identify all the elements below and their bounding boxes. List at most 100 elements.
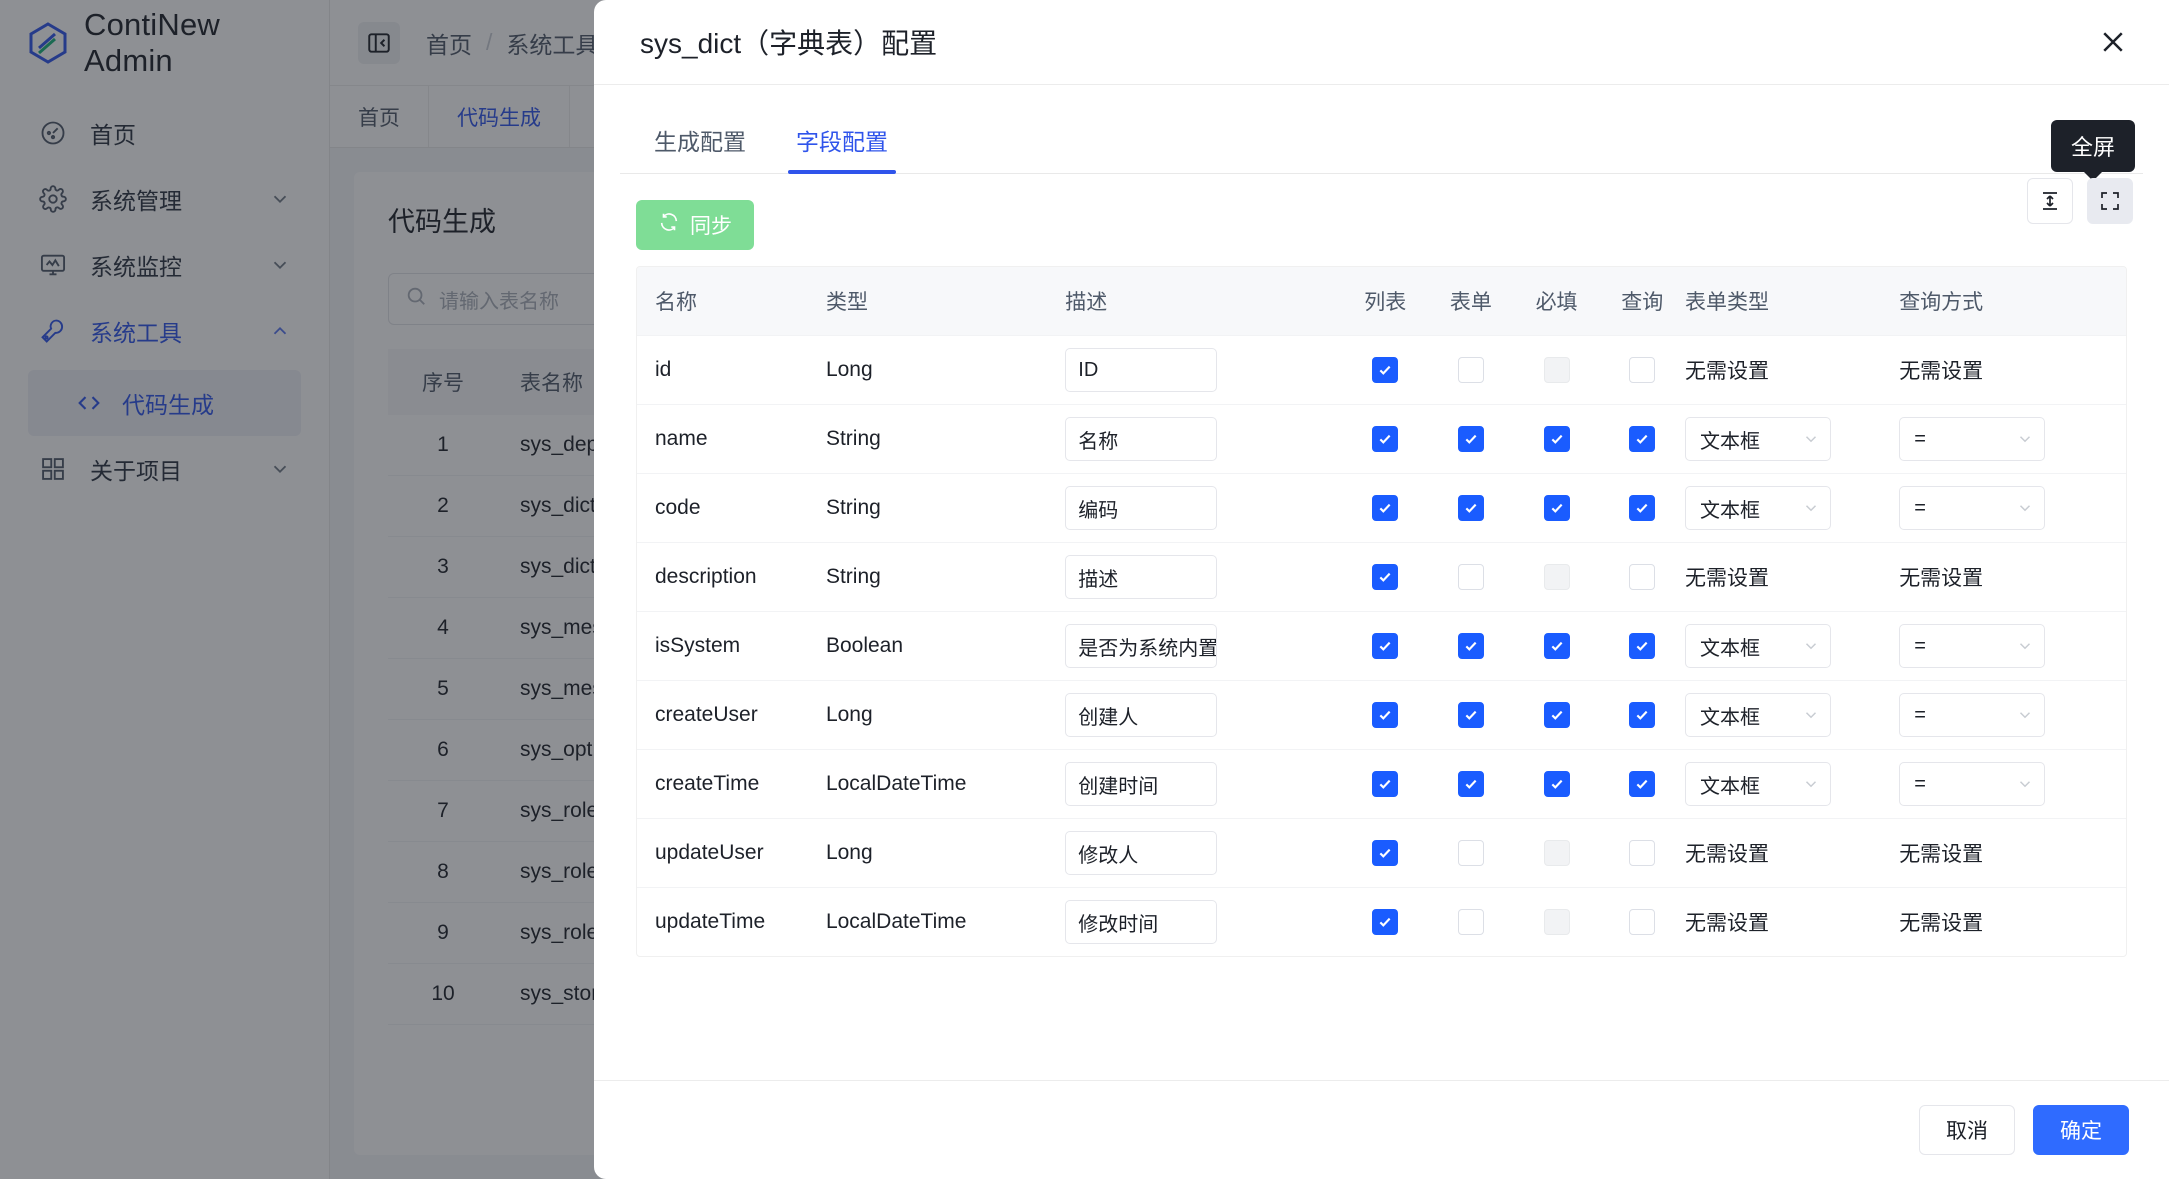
field-row: createTime LocalDateTime 创建时间 文本框 = xyxy=(637,749,2126,819)
query-checkbox[interactable] xyxy=(1629,909,1656,935)
form-checkbox[interactable] xyxy=(1457,564,1484,590)
field-desc-cell: ID xyxy=(1065,335,1343,405)
field-desc-input[interactable]: 创建时间 xyxy=(1065,762,1218,806)
modal-toolbar: 同步 全屏 xyxy=(620,120,2143,252)
col-list: 列表 xyxy=(1342,267,1429,336)
form-type-select[interactable]: 文本框 xyxy=(1685,624,1832,668)
list-checkbox[interactable] xyxy=(1372,771,1399,797)
query-checkbox[interactable] xyxy=(1629,633,1656,659)
query-method-cell: 无需设置 xyxy=(1899,335,2126,405)
field-desc-input[interactable]: ID xyxy=(1065,348,1218,392)
query-checkbox[interactable] xyxy=(1629,771,1656,797)
query-method-select[interactable]: = xyxy=(1899,417,2046,461)
list-checkbox[interactable] xyxy=(1372,840,1399,866)
query-method-select[interactable]: = xyxy=(1899,693,2046,737)
list-checkbox[interactable] xyxy=(1372,909,1399,935)
required-checkbox[interactable] xyxy=(1543,771,1570,797)
form-checkbox[interactable] xyxy=(1457,357,1484,383)
required-checkbox xyxy=(1543,564,1570,590)
chevron-down-icon xyxy=(1802,706,1820,724)
required-checkbox[interactable] xyxy=(1543,633,1570,659)
col-form: 表单 xyxy=(1428,267,1514,336)
field-name-cell: updateTime xyxy=(637,887,826,956)
chevron-down-icon xyxy=(2016,706,2034,724)
required-checkbox[interactable] xyxy=(1543,495,1570,521)
toolbar-icon-group xyxy=(2027,178,2133,224)
query-checkbox[interactable] xyxy=(1629,357,1656,383)
form-type-cell: 文本框 xyxy=(1685,680,1900,750)
list-checkbox[interactable] xyxy=(1372,495,1399,521)
no-setting-text: 无需设置 xyxy=(1685,567,1770,590)
field-desc-input[interactable]: 是否为系统内置数据 xyxy=(1065,624,1218,668)
query-checkbox[interactable] xyxy=(1629,840,1656,866)
field-row: id Long ID 无需设置 无需设置 xyxy=(637,335,2126,405)
form-checkbox[interactable] xyxy=(1457,495,1484,521)
query-checkbox[interactable] xyxy=(1629,702,1656,728)
query-method-cell: = xyxy=(1899,749,2126,819)
form-checkbox[interactable] xyxy=(1457,426,1484,452)
chevron-down-icon xyxy=(1802,499,1820,517)
form-type-select[interactable]: 文本框 xyxy=(1685,762,1832,806)
query-checkbox[interactable] xyxy=(1629,564,1656,590)
field-desc-cell: 是否为系统内置数据 xyxy=(1065,611,1343,681)
form-type-value: 文本框 xyxy=(1700,430,1761,453)
cancel-button[interactable]: 取消 xyxy=(1919,1105,2015,1155)
field-row: code String 编码 文本框 = xyxy=(637,473,2126,543)
required-checkbox[interactable] xyxy=(1543,702,1570,728)
query-method-value: = xyxy=(1914,634,1926,657)
tab-generate-config[interactable]: 生成配置 xyxy=(654,129,746,155)
list-checkbox[interactable] xyxy=(1372,357,1399,383)
field-desc-cell: 创建人 xyxy=(1065,680,1343,750)
field-desc-input[interactable]: 描述 xyxy=(1065,555,1218,599)
field-desc-input[interactable]: 修改人 xyxy=(1065,831,1218,875)
no-setting-text: 无需设置 xyxy=(1899,567,1984,590)
list-checkbox[interactable] xyxy=(1372,426,1399,452)
field-desc-cell: 编码 xyxy=(1065,473,1343,543)
query-checkbox[interactable] xyxy=(1629,426,1656,452)
tab-field-config[interactable]: 字段配置 xyxy=(778,111,906,174)
chevron-down-icon xyxy=(2016,637,2034,655)
form-checkbox[interactable] xyxy=(1457,633,1484,659)
list-checkbox[interactable] xyxy=(1372,633,1399,659)
field-row: createUser Long 创建人 文本框 = xyxy=(637,680,2126,750)
form-type-select[interactable]: 文本框 xyxy=(1685,486,1832,530)
form-type-select[interactable]: 文本框 xyxy=(1685,693,1832,737)
field-name-cell: isSystem xyxy=(637,611,826,681)
field-desc-input[interactable]: 修改时间 xyxy=(1065,900,1218,944)
confirm-button[interactable]: 确定 xyxy=(2033,1105,2129,1155)
query-checkbox[interactable] xyxy=(1629,495,1656,521)
col-field-type: 类型 xyxy=(825,267,1066,336)
sync-button[interactable]: 同步 xyxy=(636,200,754,250)
form-type-value: 文本框 xyxy=(1700,637,1761,660)
form-checkbox[interactable] xyxy=(1457,909,1484,935)
required-checkbox[interactable] xyxy=(1543,426,1570,452)
field-name-cell: updateUser xyxy=(637,818,826,888)
form-checkbox[interactable] xyxy=(1457,771,1484,797)
row-height-icon[interactable] xyxy=(2027,178,2073,224)
form-type-select[interactable]: 文本框 xyxy=(1685,417,1832,461)
form-checkbox[interactable] xyxy=(1457,840,1484,866)
fullscreen-icon[interactable] xyxy=(2087,178,2133,224)
field-name-cell: description xyxy=(637,542,826,612)
list-checkbox[interactable] xyxy=(1372,702,1399,728)
field-desc-input[interactable]: 编码 xyxy=(1065,486,1218,530)
chevron-down-icon xyxy=(2016,430,2034,448)
query-method-select[interactable]: = xyxy=(1899,624,2046,668)
close-icon[interactable] xyxy=(2091,20,2135,64)
field-name-cell: createUser xyxy=(637,680,826,750)
query-method-value: = xyxy=(1914,703,1926,726)
form-checkbox[interactable] xyxy=(1457,702,1484,728)
field-config-table-wrap: 名称 类型 描述 列表 表单 必填 查询 表单类型 查询方式 id Long ID 无… xyxy=(636,266,2127,957)
form-type-value: 文本框 xyxy=(1700,775,1761,798)
field-desc-input[interactable]: 创建人 xyxy=(1065,693,1218,737)
query-method-cell: = xyxy=(1899,404,2126,474)
chevron-down-icon xyxy=(2016,775,2034,793)
col-field-name: 名称 xyxy=(637,267,826,336)
field-type-cell: Long xyxy=(825,818,1066,888)
field-desc-cell: 名称 xyxy=(1065,404,1343,474)
query-method-select[interactable]: = xyxy=(1899,762,2046,806)
query-method-select[interactable]: = xyxy=(1899,486,2046,530)
field-desc-input[interactable]: 名称 xyxy=(1065,417,1218,461)
sync-icon xyxy=(658,211,680,239)
list-checkbox[interactable] xyxy=(1372,564,1399,590)
